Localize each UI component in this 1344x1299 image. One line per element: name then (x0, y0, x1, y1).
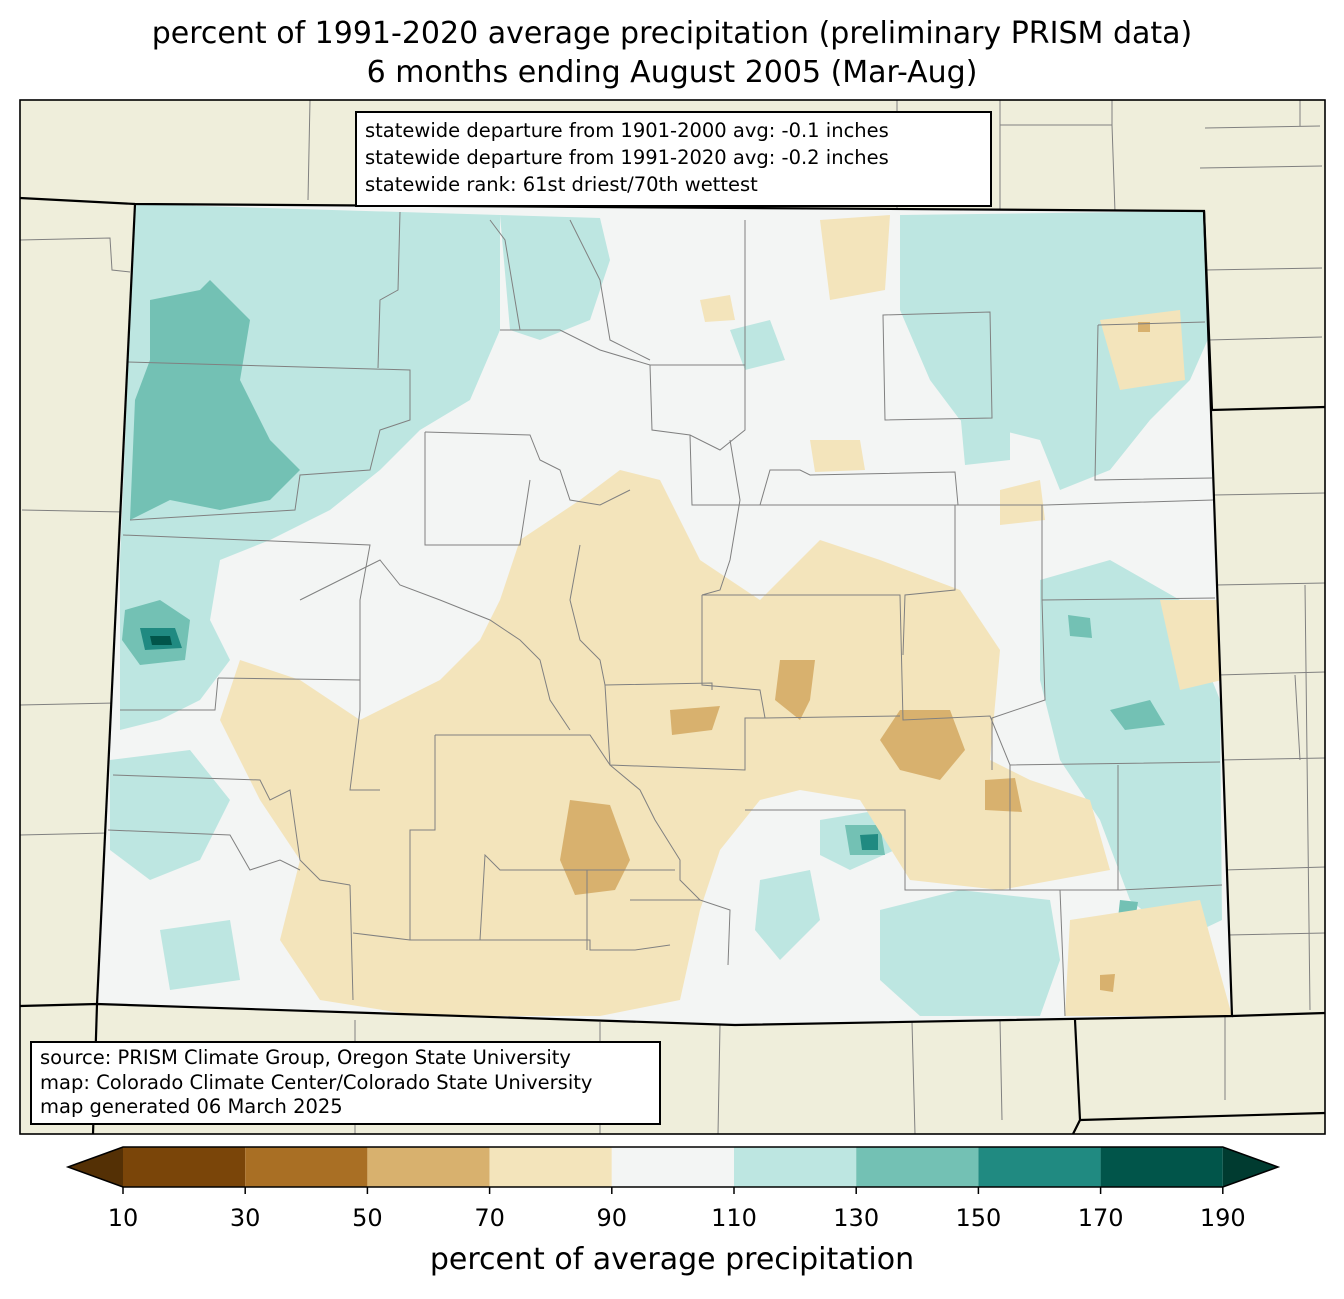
source-credit: source: PRISM Climate Group, Oregon Stat… (40, 1046, 571, 1069)
colorbar-bin-50-70 (367, 1147, 490, 1187)
colorbar-tick-label: 170 (1077, 1204, 1124, 1232)
colorbar-bin-110-130 (734, 1147, 857, 1187)
colorbar-bin-30-50 (245, 1147, 368, 1187)
colorbar-over-arrow (1222, 1147, 1278, 1187)
colorbar-tick-label: 110 (711, 1204, 757, 1232)
map-frame (19, 99, 1326, 1135)
colorbar-tick-label: 130 (833, 1204, 880, 1232)
statewide-rank: statewide rank: 61st driest/70th wettest (365, 173, 758, 196)
colorbar-tick-label: 150 (955, 1204, 1002, 1232)
colorbar-bin-70-90 (489, 1147, 612, 1187)
colorbar (65, 1146, 1281, 1194)
map-title: percent of 1991-2020 average precipitati… (151, 16, 1193, 51)
colorbar-bin-170-190 (1100, 1147, 1223, 1187)
colorbar-tick-label: 50 (352, 1204, 383, 1232)
colorbar-tick-label: 30 (229, 1204, 261, 1232)
precip-shading (110, 204, 1232, 1016)
colorbar-tick-label: 70 (474, 1204, 505, 1232)
departure-1991-2020: statewide departure from 1991-2020 avg: … (365, 146, 889, 169)
colorbar-tick-label: 90 (596, 1204, 628, 1232)
credits-box: source: PRISM Climate Group, Oregon Stat… (30, 1041, 661, 1125)
colorbar-tick-label: 10 (107, 1204, 139, 1232)
colorbar-under-arrow (68, 1147, 123, 1187)
colorbar-tick-label: 190 (1199, 1204, 1246, 1232)
state-boundaries (19, 196, 1326, 1135)
colorbar-bin-10-30 (123, 1147, 246, 1187)
colorbar-bin-130-150 (856, 1147, 979, 1187)
map-subtitle: 6 months ending August 2005 (Mar-Aug) (366, 55, 978, 90)
neighbor-county-lines (19, 99, 1326, 1135)
county-lines (107, 211, 1223, 1017)
statewide-stats-box: statewide departure from 1901-2000 avg: … (355, 111, 992, 207)
colorbar-bin-150-170 (978, 1147, 1101, 1187)
departure-1901-2000: statewide departure from 1901-2000 avg: … (365, 119, 889, 142)
colorbar-bin-90-110 (611, 1147, 734, 1187)
colorbar-label: percent of average precipitation (429, 1242, 915, 1277)
generated-date: map generated 06 March 2025 (40, 1095, 343, 1118)
map-credit: map: Colorado Climate Center/Colorado St… (40, 1070, 593, 1094)
